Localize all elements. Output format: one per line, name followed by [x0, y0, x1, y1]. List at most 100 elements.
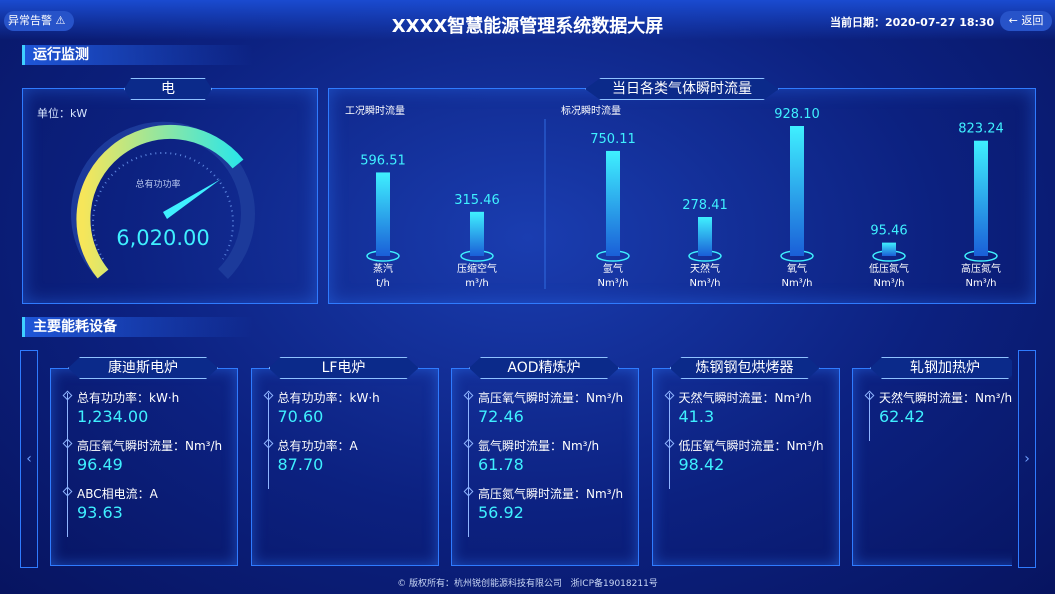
item-name: 蒸汽	[373, 262, 393, 275]
device-card: 高压氧气瞬时流量：Nm³/h 72.46 氩气瞬时流量：Nm³/h 61.78 高压氮气…	[451, 368, 639, 566]
page-title: XXXX智慧能源管理系统数据大屏	[391, 16, 664, 37]
scroll-left[interactable]: ‹	[20, 350, 38, 568]
metric-value: 61.78	[478, 455, 524, 474]
metric-value: 41.3	[678, 407, 715, 426]
metric-label: 低压氧气瞬时流量：Nm³/h	[678, 439, 824, 453]
metric-label: 总有功功率：kW·h	[277, 391, 380, 405]
device-name: LF电炉	[268, 357, 419, 379]
device-name: 炼钢钢包烘烤器	[669, 357, 820, 379]
timeline	[468, 393, 469, 537]
timeline-dot	[463, 486, 474, 497]
gauge-ticks	[92, 152, 234, 260]
item-unit: m³/h	[465, 278, 488, 289]
flow-panel: 工况瞬时流量 596.51 蒸汽 t/h 315.46 压缩空气 m³/h 标况瞬时流量 750…	[328, 88, 1036, 304]
alarm-button[interactable]: 异常告警 ⚠	[4, 11, 74, 31]
device-name: 轧钢加热炉	[870, 357, 1012, 379]
timeline	[668, 393, 670, 489]
timeline-dot	[664, 438, 674, 449]
device-card: 天然气瞬时流量：Nm³/h 62.42	[852, 368, 1012, 566]
timeline-dot	[864, 390, 875, 401]
item-unit: Nm³/h	[598, 278, 629, 289]
gauge-arc	[76, 124, 244, 279]
value-label: 95.46	[870, 224, 907, 239]
timeline-dot	[463, 438, 474, 449]
timeline-dot	[263, 438, 273, 449]
date: 当前日期：2020-07-27 18:30	[830, 14, 994, 30]
metric-label: 总有功功率：A	[277, 439, 358, 453]
bar	[376, 172, 390, 256]
metric-label: ABC相电流：A	[77, 487, 158, 501]
item-name: 低压氮气	[869, 262, 909, 275]
metric-value: 98.42	[678, 455, 725, 474]
metric-label: 氩气瞬时流量：Nm³/h	[478, 439, 600, 453]
bar	[974, 140, 988, 256]
section-title: 运行监测	[22, 45, 253, 65]
bar	[698, 217, 712, 256]
metric-value: 56.92	[478, 503, 524, 522]
metric-label: 高压氮气瞬时流量：Nm³/h	[478, 487, 624, 501]
date-value: 2020-07-27 18:30	[885, 16, 995, 29]
timeline-dot	[62, 438, 73, 449]
timeline-dot	[62, 390, 73, 401]
device-card: 总有功功率：kW·h 1,234.00 高压氧气瞬时流量：Nm³/h 96.49 ABC…	[50, 368, 238, 566]
footer: © 版权所有：杭州锐创能源科技有限公司 浙ICP备19018211号	[397, 579, 658, 589]
metric-label: 总有功功率：kW·h	[77, 391, 180, 405]
metric-value: 72.46	[478, 407, 524, 426]
item-unit: Nm³/h	[690, 278, 721, 289]
value-label: 928.10	[774, 107, 820, 122]
bar	[882, 242, 896, 256]
metric-label: 高压氧气瞬时流量：Nm³/h	[478, 391, 624, 405]
value-label: 278.41	[682, 198, 728, 213]
device-list: 总有功功率：kW·h 1,234.00 高压氧气瞬时流量：Nm³/h 96.49 ABC…	[40, 0, 1012, 594]
timeline-dot	[664, 390, 674, 401]
bar	[470, 211, 484, 256]
gauge-value: 6,020.00	[116, 226, 210, 250]
timeline-dot	[62, 486, 73, 497]
item-name: 氩气	[603, 262, 623, 275]
metric-label: 天然气瞬时流量：Nm³/h	[678, 391, 812, 405]
item-unit: Nm³/h	[782, 278, 813, 289]
value-label: 750.11	[590, 132, 636, 147]
device-card: 天然气瞬时流量：Nm³/h 41.3 低压氧气瞬时流量：Nm³/h 98.42	[651, 368, 840, 566]
panel-title: 电	[124, 78, 212, 100]
header-bar	[0, 0, 1055, 40]
value-label: 596.51	[360, 153, 406, 168]
item-name: 压缩空气	[457, 262, 497, 275]
item-unit: Nm³/h	[966, 278, 997, 289]
metric-label: 天然气瞬时流量：Nm³/h	[879, 391, 1012, 405]
device-card: 总有功功率：kW·h 70.60 总有功功率：A 87.70	[250, 368, 439, 566]
timeline	[869, 393, 870, 441]
device-name: 康迪斯电炉	[68, 357, 218, 379]
metric-label: 高压氧气瞬时流量：Nm³/h	[77, 439, 223, 453]
item-name: 氧气	[787, 262, 807, 275]
timeline	[67, 393, 68, 537]
metric-value: 96.49	[77, 455, 123, 474]
metric-value: 87.70	[277, 455, 324, 474]
back-text: 返回	[1021, 14, 1044, 27]
device-name: AOD精炼炉	[469, 357, 619, 379]
group-label: 工况瞬时流量	[345, 104, 405, 117]
timeline-dot	[463, 390, 474, 401]
item-unit: Nm³/h	[874, 278, 905, 289]
metric-value: 1,234.00	[77, 407, 149, 426]
gauge: 总有功功率 6,020.00	[71, 121, 255, 279]
back-button[interactable]: ← 返回	[1000, 11, 1052, 31]
metric-value: 62.42	[879, 407, 925, 426]
timeline	[267, 393, 269, 489]
bar	[790, 126, 804, 256]
needle	[163, 179, 221, 219]
unit: 单位：kW	[37, 107, 88, 120]
flow-chart: 工况瞬时流量 596.51 蒸汽 t/h 315.46 压缩空气 m³/h 标况瞬时流量 750…	[345, 104, 1004, 289]
value-label: 823.24	[958, 122, 1004, 137]
scroll-right[interactable]: ›	[1018, 350, 1036, 568]
gauge-label: 总有功功率	[135, 178, 180, 190]
alarm-text: 异常告警	[8, 14, 52, 27]
item-name: 天然气	[690, 262, 720, 275]
group-label: 标况瞬时流量	[561, 104, 621, 117]
bar	[606, 150, 620, 256]
item-name: 高压氮气	[961, 262, 1001, 275]
value-label: 315.46	[454, 193, 500, 208]
metric-value: 70.60	[277, 407, 324, 426]
panel-title: 当日各类气体瞬时流量	[585, 78, 779, 100]
